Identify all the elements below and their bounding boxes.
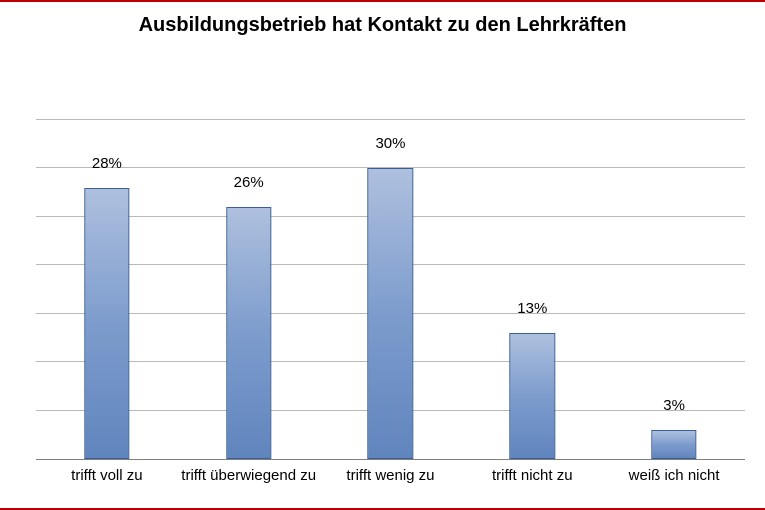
bar xyxy=(510,333,555,459)
bar-slot: 3%weiß ich nicht xyxy=(603,120,745,459)
category-label: trifft überwiegend zu xyxy=(181,467,316,484)
bar xyxy=(226,207,271,459)
value-label: 3% xyxy=(663,397,685,414)
bar xyxy=(368,168,413,459)
bar-slot: 28%trifft voll zu xyxy=(36,120,178,459)
category-label: trifft voll zu xyxy=(71,467,142,484)
bar xyxy=(84,188,129,459)
chart-title: Ausbildungsbetrieb hat Kontakt zu den Le… xyxy=(0,14,765,37)
bar-slot: 26%trifft überwiegend zu xyxy=(178,120,320,459)
category-label: weiß ich nicht xyxy=(629,467,720,484)
value-label: 26% xyxy=(234,174,264,191)
value-label: 28% xyxy=(92,155,122,172)
category-label: trifft nicht zu xyxy=(492,467,573,484)
bar-slot: 13%trifft nicht zu xyxy=(461,120,603,459)
bar xyxy=(651,430,696,459)
value-label: 30% xyxy=(375,135,405,152)
value-label: 13% xyxy=(517,300,547,317)
category-label: trifft wenig zu xyxy=(346,467,434,484)
plot-area: 28%trifft voll zu26%trifft überwiegend z… xyxy=(36,120,745,460)
bar-slot: 30%trifft wenig zu xyxy=(320,120,462,459)
